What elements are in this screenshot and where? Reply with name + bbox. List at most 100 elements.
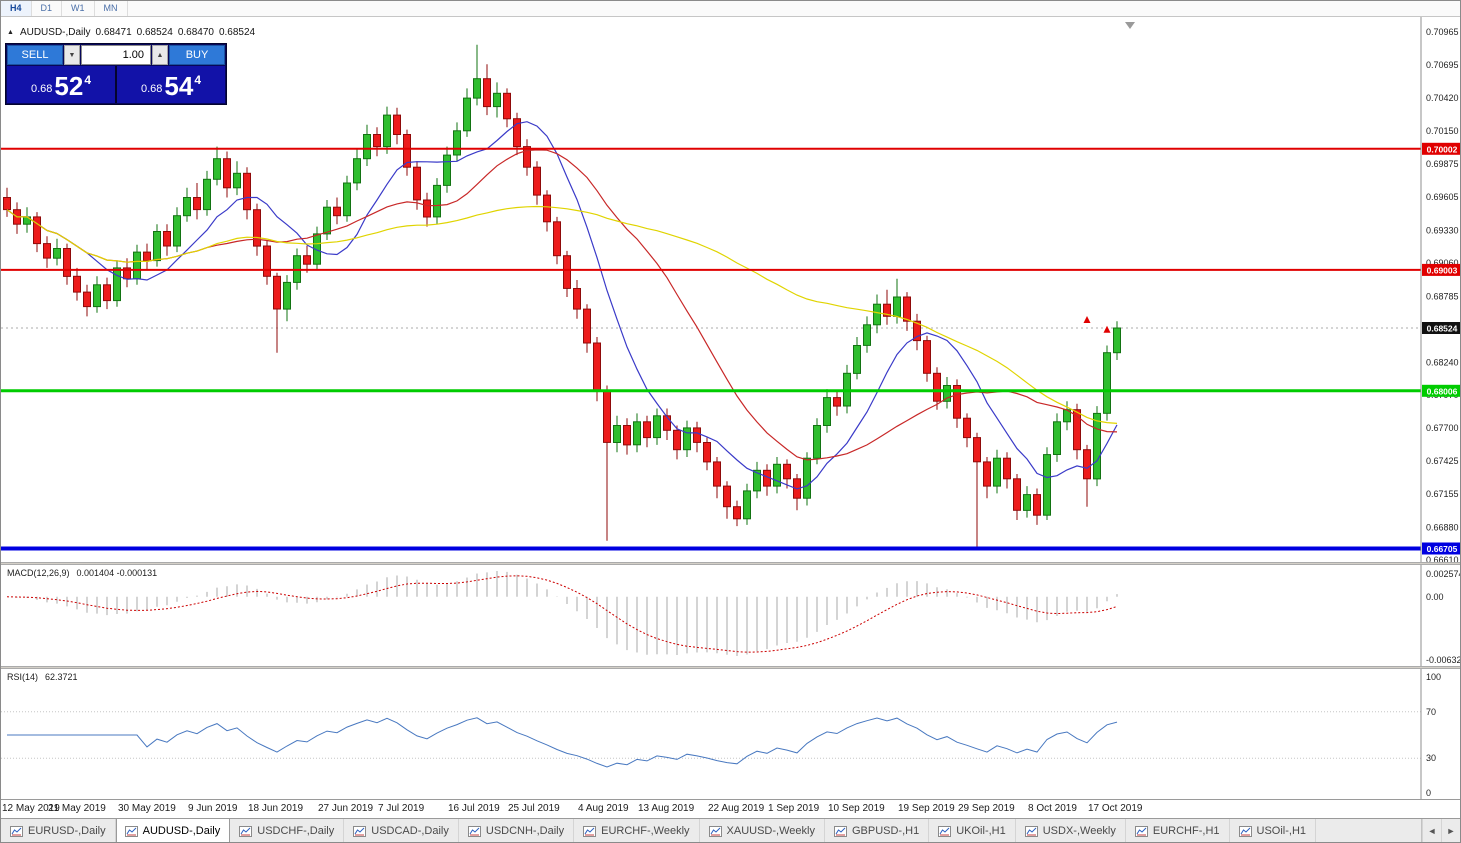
date-tick-label: 1 Sep 2019 <box>768 803 820 814</box>
chart-tab-usdchf-daily[interactable]: USDCHF-,Daily <box>230 819 345 842</box>
chart-icon <box>467 825 481 837</box>
chart-tab-label: USDCHF-,Daily <box>257 825 335 837</box>
svg-text:30: 30 <box>1426 753 1436 763</box>
macd-chart-canvas[interactable]: 0.002574 0.00 -0.006326 <box>1 565 1461 666</box>
buy-button[interactable]: BUY <box>169 45 225 65</box>
ohlc-open: 0.68471 <box>95 27 132 38</box>
svg-text:0: 0 <box>1426 788 1431 798</box>
chart-tab-bar: EURUSD-,Daily AUDUSD-,Daily USDCHF-,Daily U… <box>1 818 1460 842</box>
svg-text:0.69003: 0.69003 <box>1427 265 1458 275</box>
sell-price-prefix: 0.68 <box>30 83 53 95</box>
chart-icon <box>708 825 722 837</box>
period-tab-mn[interactable]: MN <box>95 1 128 16</box>
date-tick-label: 9 Jun 2019 <box>188 803 238 814</box>
panel-separator[interactable] <box>1 562 1460 565</box>
price-axis[interactable]: 0.70965 0.70695 0.70420 0.70150 0.69875 0.696… <box>1420 17 1461 562</box>
svg-text:-0.006326: -0.006326 <box>1426 655 1461 665</box>
svg-text:0.00: 0.00 <box>1426 592 1444 602</box>
horizontal-level-lines[interactable] <box>1 147 1421 551</box>
macd-axis[interactable]: 0.002574 0.00 -0.006326 <box>1420 565 1461 666</box>
tab-scroll-arrows: ◄ ► <box>1421 819 1460 842</box>
svg-text:0.70695: 0.70695 <box>1426 60 1459 70</box>
chart-tab-gbpusd-h1[interactable]: GBPUSD-,H1 <box>825 819 930 842</box>
svg-text:0.70965: 0.70965 <box>1426 27 1459 37</box>
candlesticks <box>3 44 1121 548</box>
rsi-line <box>7 717 1118 768</box>
date-axis[interactable]: 12 May 2019 21 May 2019 30 May 2019 9 Jun 2… <box>1 799 1460 818</box>
date-tick-label: 17 Oct 2019 <box>1088 803 1143 814</box>
date-tick-label: 10 Sep 2019 <box>828 803 885 814</box>
chevron-down-icon: ▼ <box>68 51 76 59</box>
buy-price-big: 54 <box>164 71 194 102</box>
panel-separator[interactable] <box>1 666 1460 669</box>
price-chart-canvas[interactable]: 0.70965 0.70695 0.70420 0.70150 0.69875 0.696… <box>1 17 1461 562</box>
date-tick-label: 13 Aug 2019 <box>638 803 695 814</box>
chevron-up-icon: ▲ <box>156 51 164 59</box>
chart-tab-usoil-h1[interactable]: USOil-,H1 <box>1230 819 1317 842</box>
chart-icon <box>124 825 138 837</box>
ohlc-high: 0.68524 <box>136 27 173 38</box>
svg-text:0.69605: 0.69605 <box>1426 192 1459 202</box>
chart-tab-ukoil-h1[interactable]: UKOil-,H1 <box>929 819 1016 842</box>
macd-histogram <box>16 571 1118 656</box>
chart-tab-eurchf-weekly[interactable]: EURCHF-,Weekly <box>574 819 700 842</box>
chart-tab-label: USOil-,H1 <box>1256 825 1307 837</box>
date-tick-label: 21 May 2019 <box>48 803 106 814</box>
buy-price-display[interactable]: 0.68 54 4 <box>117 66 225 103</box>
chart-tab-eurusd-daily[interactable]: EURUSD-,Daily <box>1 819 116 842</box>
chart-tab-label: GBPUSD-,H1 <box>851 825 920 837</box>
volume-input[interactable]: 1.00 <box>81 45 151 65</box>
macd-signal-line <box>6 575 1118 653</box>
period-tab-h4[interactable]: H4 <box>1 1 32 16</box>
svg-text:0.68524: 0.68524 <box>1427 323 1458 333</box>
chart-tab-label: USDX-,Weekly <box>1042 825 1116 837</box>
chart-tab-label: USDCNH-,Daily <box>485 825 565 837</box>
volume-decrease-button[interactable]: ▼ <box>64 45 80 65</box>
svg-text:0.68006: 0.68006 <box>1427 386 1458 396</box>
svg-text:0.69330: 0.69330 <box>1426 225 1459 235</box>
sell-button[interactable]: SELL <box>7 45 63 65</box>
one-click-collapse-icon[interactable]: ▲ <box>7 29 14 36</box>
chart-tab-label: EURCHF-,H1 <box>1152 825 1220 837</box>
ohlc-close: 0.68524 <box>218 27 256 38</box>
chart-tab-xauusd-weekly[interactable]: XAUUSD-,Weekly <box>700 819 825 842</box>
date-tick-label: 16 Jul 2019 <box>448 803 500 814</box>
tab-scroll-right-icon[interactable]: ► <box>1441 819 1460 842</box>
chart-tab-label: AUDUSD-,Daily <box>142 825 221 837</box>
svg-text:0.67425: 0.67425 <box>1426 456 1459 466</box>
chart-icon <box>583 825 597 837</box>
svg-text:0.70150: 0.70150 <box>1426 126 1459 136</box>
rsi-axis[interactable]: 100 70 30 0 <box>1420 669 1441 799</box>
svg-text:0.66610: 0.66610 <box>1426 555 1459 562</box>
one-click-trade-widget: SELL ▼ 1.00 ▲ BUY 0.68 52 4 0.68 54 4 <box>5 43 227 105</box>
volume-increase-button[interactable]: ▲ <box>152 45 168 65</box>
buy-price-sup: 4 <box>194 73 202 87</box>
chart-tab-usdcad-daily[interactable]: USDCAD-,Daily <box>344 819 459 842</box>
svg-text:0.66705: 0.66705 <box>1427 544 1458 554</box>
moving-average-lines <box>6 121 1118 490</box>
chart-shift-marker-icon[interactable] <box>1125 22 1135 29</box>
svg-text:0.66880: 0.66880 <box>1426 522 1459 532</box>
date-tick-label: 18 Jun 2019 <box>248 803 304 814</box>
svg-text:0.70002: 0.70002 <box>1427 144 1458 154</box>
sell-price-sup: 4 <box>84 73 92 87</box>
rsi-panel: 100 70 30 0 RSI(14) 62.3721 <box>1 669 1460 799</box>
chart-tab-usdcnh-daily[interactable]: USDCNH-,Daily <box>459 819 575 842</box>
chart-tab-usdx-weekly[interactable]: USDX-,Weekly <box>1016 819 1126 842</box>
sell-price-display[interactable]: 0.68 52 4 <box>7 66 115 103</box>
date-tick-label: 12 May 2019 <box>2 803 60 814</box>
rsi-chart-canvas[interactable]: 100 70 30 0 <box>1 669 1461 799</box>
sell-price-big: 52 <box>54 71 84 102</box>
chart-tab-audusd-daily[interactable]: AUDUSD-,Daily <box>115 819 231 842</box>
chart-tab-eurchf-h1[interactable]: EURCHF-,H1 <box>1126 819 1230 842</box>
period-tab-d1[interactable]: D1 <box>32 1 63 16</box>
tab-scroll-left-icon[interactable]: ◄ <box>1422 819 1441 842</box>
svg-text:70: 70 <box>1426 707 1436 717</box>
date-tick-label: 30 May 2019 <box>118 803 176 814</box>
date-tick-label: 29 Sep 2019 <box>958 803 1015 814</box>
svg-text:0.68240: 0.68240 <box>1426 357 1459 367</box>
period-tab-w1[interactable]: W1 <box>62 1 95 16</box>
chart-ohlc-header: ▲ AUDUSD-,Daily 0.68471 0.68524 0.68470 … <box>7 27 255 38</box>
chart-icon <box>833 825 847 837</box>
